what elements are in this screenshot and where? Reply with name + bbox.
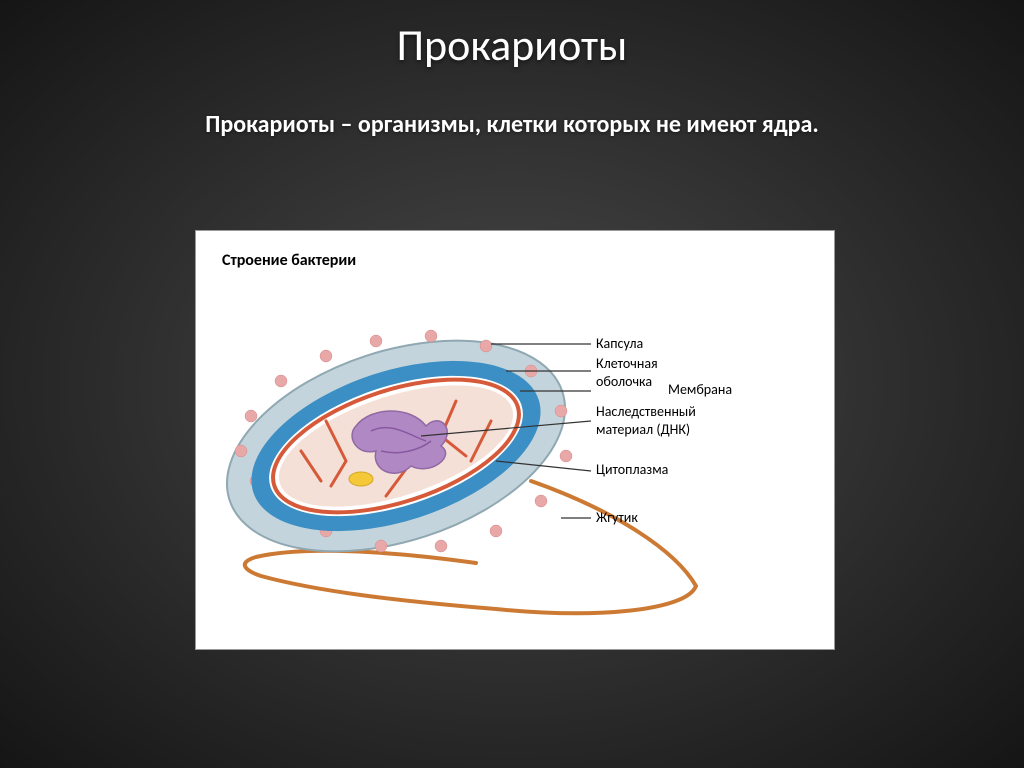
page-title: Прокариоты (0, 0, 1024, 72)
label-flagellum: Жгутик (596, 509, 638, 527)
label-cell-wall-2: оболочка (596, 373, 652, 390)
inclusion-shape (349, 472, 373, 486)
slide: Прокариоты Прокариоты – организмы, клетк… (0, 0, 1024, 768)
label-cell-wall: Клеточная оболочка (596, 355, 658, 391)
label-capsule: Капсула (596, 335, 643, 353)
bacterium-diagram (196, 231, 836, 651)
label-cytoplasm: Цитоплазма (596, 461, 668, 479)
label-cell-wall-1: Клеточная (596, 355, 658, 372)
subtitle: Прокариоты – организмы, клетки которых н… (0, 72, 1024, 139)
label-hereditary-2: материал (ДНК) (596, 421, 690, 438)
label-membrane: Мембрана (668, 381, 732, 399)
diagram-box: Строение бактерии (195, 230, 835, 650)
label-hereditary: Наследственный материал (ДНК) (596, 403, 696, 439)
label-hereditary-1: Наследственный (596, 403, 696, 420)
